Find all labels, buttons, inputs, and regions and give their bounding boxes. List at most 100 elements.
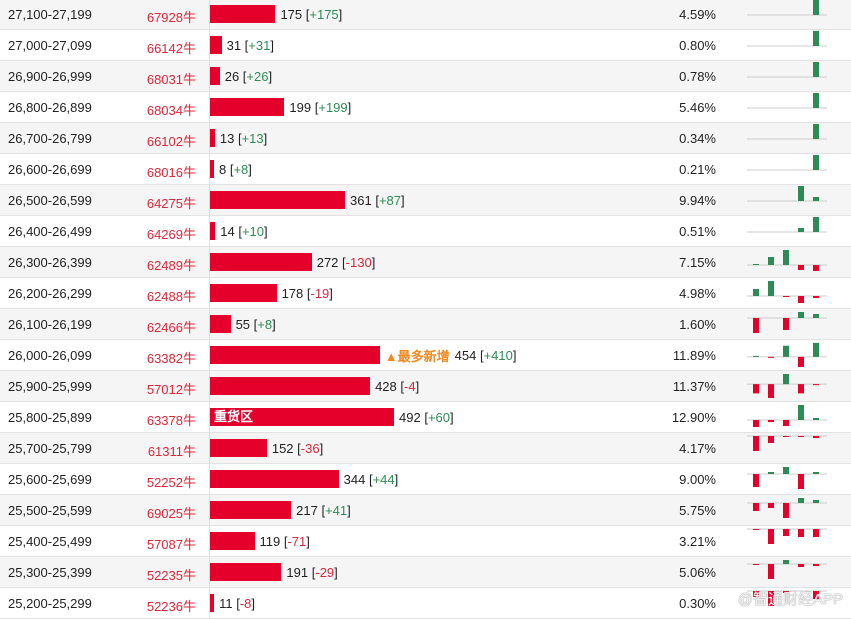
warrant-code[interactable]: 68031牛 (146, 72, 196, 87)
warrant-code[interactable]: 57087牛 (146, 537, 196, 552)
quantity-bar (210, 5, 276, 23)
trend-bar (798, 529, 804, 537)
table-row[interactable]: 25,400-25,499 57087牛 119 [-71] 3.21% (0, 526, 851, 557)
quantity-bar (210, 129, 215, 147)
warrant-code[interactable]: 61311牛 (147, 444, 196, 459)
warrant-code[interactable]: 52252牛 (146, 475, 196, 490)
table-row[interactable]: 25,500-25,599 69025牛 217 [+41] 5.75% (0, 495, 851, 526)
table-row[interactable]: 25,200-25,299 52236牛 11 [-8] 0.30% (0, 588, 851, 619)
percentage: 0.51% (679, 224, 716, 239)
trend-bar (783, 250, 789, 265)
warrant-code[interactable]: 64269牛 (146, 227, 196, 242)
trend-bar (798, 405, 804, 420)
trend-bar (753, 564, 759, 565)
trend-bar (813, 31, 819, 46)
table-row[interactable]: 25,700-25,799 61311牛 152 [-36] 4.17% (0, 433, 851, 464)
warrant-code[interactable]: 63382牛 (146, 351, 196, 366)
warrant-code[interactable]: 68016牛 (146, 165, 196, 180)
trend-bar (783, 345, 789, 357)
quantity-bar (210, 563, 282, 581)
price-range: 25,400-25,499 (8, 534, 92, 549)
trend-minichart (747, 312, 827, 333)
trend-minichart (747, 0, 827, 16)
divider (209, 216, 210, 246)
warrant-code[interactable]: 68034牛 (146, 103, 196, 118)
table-row[interactable]: 26,700-26,799 66102牛 13 [+13] 0.34% (0, 123, 851, 154)
warrant-code[interactable]: 52236牛 (146, 599, 196, 614)
trend-bar (753, 474, 759, 487)
warrant-code[interactable]: 62489牛 (146, 258, 196, 273)
table-row[interactable]: 26,800-26,899 68034牛 199 [+199] 5.46% (0, 92, 851, 123)
warrant-code[interactable]: 66102牛 (146, 134, 196, 149)
trend-bar (813, 529, 819, 537)
most-added-tag: ▲最多新增 (384, 348, 450, 364)
trend-minichart (747, 498, 827, 518)
divider (209, 402, 210, 432)
trend-bar (783, 591, 789, 593)
table-row[interactable]: 26,300-26,399 62489牛 272 [-130] 7.15% (0, 247, 851, 278)
warrant-code[interactable]: 63378牛 (146, 413, 196, 428)
trend-bar (813, 472, 819, 474)
trend-minichart (747, 590, 827, 606)
table-row[interactable]: 26,600-26,699 68016牛 8 [+8] 0.21% (0, 154, 851, 185)
warrant-code[interactable]: 62488牛 (146, 289, 196, 304)
quantity: 191 (286, 564, 309, 580)
warrant-code[interactable]: 52235牛 (146, 568, 196, 583)
table-row[interactable]: 25,900-25,999 57012牛 428 [-4] 11.37% (0, 371, 851, 402)
percentage: 9.00% (679, 472, 716, 487)
table-row[interactable]: 25,300-25,399 52235牛 191 [-29] 5.06% (0, 557, 851, 588)
percentage: 5.46% (679, 100, 716, 115)
quantity-change: +31 (248, 37, 271, 53)
trend-bar (798, 265, 804, 270)
table-row[interactable]: 25,800-25,899 63378牛 重货区 492 [+60] 12.90… (0, 402, 851, 433)
trend-bar (813, 197, 819, 201)
trend-bar (813, 124, 819, 139)
trend-bar (783, 503, 789, 518)
percentage: 4.98% (679, 286, 716, 301)
percentage: 11.89% (672, 348, 716, 363)
divider (209, 123, 210, 153)
trend-bar (753, 503, 759, 511)
table-row[interactable]: 27,000-27,099 66142牛 31 [+31] 0.80% (0, 30, 851, 61)
table-row[interactable]: 26,200-26,299 62488牛 178 [-19] 4.98% (0, 278, 851, 309)
quantity: 454 (454, 347, 477, 363)
quantity: 11 (219, 595, 233, 611)
watermark: @智通财经APP (737, 591, 843, 608)
table-row[interactable]: 26,100-26,199 62466牛 55 [+8] 1.60% (0, 309, 851, 340)
warrant-code[interactable]: 66142牛 (146, 41, 196, 56)
warrant-code[interactable]: 64275牛 (146, 196, 196, 211)
percentage: 0.80% (679, 38, 716, 53)
quantity-change: +175 (309, 6, 339, 22)
table-row[interactable]: 27,100-27,199 67928牛 175 [+175] 4.59% (0, 0, 851, 30)
trend-minichart (747, 560, 827, 579)
trend-bar (753, 318, 759, 333)
price-range: 25,600-25,699 (8, 472, 92, 487)
percentage: 5.06% (679, 565, 716, 580)
quantity: 217 (296, 502, 318, 518)
price-range: 25,200-25,299 (8, 596, 92, 611)
price-range: 26,300-26,399 (8, 255, 92, 270)
trend-bar (768, 281, 774, 296)
price-range: 26,700-26,799 (8, 131, 92, 146)
table-row[interactable]: 26,500-26,599 64275牛 361 [+87] 9.94% (0, 185, 851, 216)
table-row[interactable]: 25,600-25,699 52252牛 344 [+44] 9.00% (0, 464, 851, 495)
trend-bar (798, 228, 804, 232)
trend-minichart (747, 155, 827, 171)
trend-bar (753, 355, 759, 357)
warrant-code[interactable]: 57012牛 (146, 382, 196, 397)
quantity: 361 (350, 192, 372, 208)
warrant-code[interactable]: 69025牛 (146, 506, 196, 521)
trend-bar (768, 420, 774, 422)
warrant-code[interactable]: 67928牛 (146, 10, 196, 25)
divider (209, 371, 210, 401)
quantity-change: -8 (239, 595, 252, 611)
table-row[interactable]: 26,900-26,999 68031牛 26 [+26] 0.78% (0, 61, 851, 92)
trend-bar (753, 436, 759, 451)
warrant-code[interactable]: 62466牛 (146, 320, 196, 335)
percentage: 5.75% (679, 503, 716, 518)
divider (209, 61, 210, 91)
table-row[interactable]: 26,000-26,099 63382牛 ▲最多新增 454 [+410] 11… (0, 340, 851, 371)
quantity: 119 (259, 533, 281, 549)
table-row[interactable]: 26,400-26,499 64269牛 14 [+10] 0.51% (0, 216, 851, 247)
quantity: 26 (224, 68, 240, 84)
